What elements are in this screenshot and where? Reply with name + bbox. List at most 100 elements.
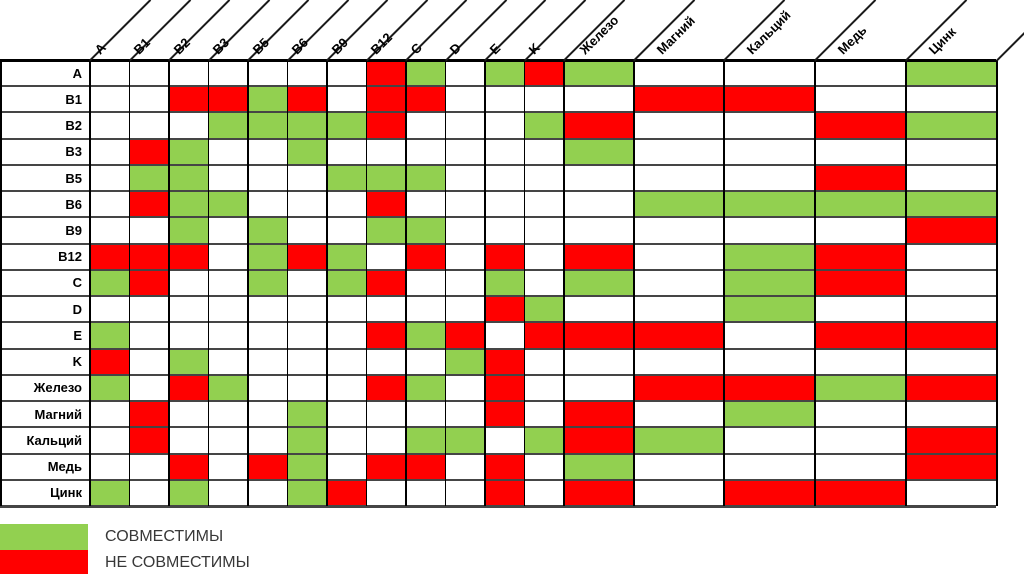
matrix-cell — [905, 479, 996, 506]
matrix-cell — [723, 296, 814, 323]
matrix-cell — [723, 112, 814, 139]
matrix-cell — [633, 348, 723, 375]
grid-line — [996, 60, 998, 506]
grid-line — [0, 478, 996, 481]
matrix-cell — [563, 479, 633, 506]
row-label: B3 — [65, 144, 82, 160]
matrix-cell — [905, 296, 996, 323]
matrix-cell — [89, 374, 129, 402]
matrix-cell — [286, 164, 326, 192]
matrix-cell — [326, 191, 366, 218]
matrix-cell — [484, 112, 524, 139]
matrix-cell — [814, 453, 905, 480]
matrix-cell — [286, 374, 326, 402]
header-diagonal-line — [996, 0, 1024, 62]
matrix-cell — [365, 60, 405, 87]
matrix-cell — [128, 374, 168, 402]
matrix-cell — [484, 479, 524, 506]
matrix-cell — [128, 453, 168, 480]
matrix-cell — [905, 217, 996, 244]
matrix-cell — [128, 112, 168, 139]
matrix-cell — [286, 217, 326, 244]
matrix-cell — [207, 322, 247, 349]
matrix-cell — [247, 86, 287, 113]
matrix-cell — [484, 217, 524, 244]
matrix-cell — [563, 427, 633, 454]
grid-line — [286, 60, 288, 506]
matrix-cell — [905, 322, 996, 349]
matrix-cell — [168, 322, 208, 349]
matrix-cell — [286, 191, 326, 218]
matrix-cell — [444, 453, 484, 480]
matrix-cell — [286, 138, 326, 165]
matrix-cell — [365, 164, 405, 192]
matrix-cell — [523, 269, 563, 297]
matrix-cell — [207, 401, 247, 428]
matrix-cell — [563, 401, 633, 428]
matrix-cell — [247, 479, 287, 506]
matrix-cell — [207, 374, 247, 402]
matrix-cell — [444, 479, 484, 506]
matrix-cell — [365, 243, 405, 270]
matrix-cell — [444, 427, 484, 454]
matrix-cell — [128, 269, 168, 297]
grid-line — [0, 137, 996, 140]
matrix-cell — [326, 164, 366, 192]
matrix-cell — [405, 243, 445, 270]
matrix-cell — [168, 243, 208, 270]
matrix-cell — [484, 296, 524, 323]
matrix-cell — [723, 86, 814, 113]
matrix-cell — [168, 401, 208, 428]
grid-line — [0, 452, 996, 455]
matrix-cell — [723, 243, 814, 270]
column-header-label: Медь — [834, 22, 870, 58]
row-label: D — [72, 301, 82, 317]
matrix-cell — [207, 479, 247, 506]
matrix-cell — [168, 112, 208, 139]
matrix-cell — [563, 322, 633, 349]
matrix-cell — [286, 453, 326, 480]
matrix-cell — [89, 348, 129, 375]
matrix-cell — [128, 217, 168, 244]
matrix-cell — [523, 243, 563, 270]
matrix-cell — [89, 453, 129, 480]
matrix-cell — [168, 348, 208, 375]
matrix-cell — [444, 401, 484, 428]
matrix-cell — [365, 296, 405, 323]
matrix-cell — [444, 243, 484, 270]
grid-line — [0, 505, 996, 508]
grid-line — [814, 60, 816, 506]
matrix-cell — [405, 374, 445, 402]
matrix-cell — [286, 479, 326, 506]
matrix-cell — [814, 401, 905, 428]
matrix-cell — [286, 243, 326, 270]
matrix-cell — [633, 112, 723, 139]
matrix-cell — [365, 86, 405, 113]
matrix-cell — [326, 322, 366, 349]
matrix-cell — [723, 348, 814, 375]
matrix-cell — [405, 296, 445, 323]
matrix-cell — [723, 401, 814, 428]
grid-line — [247, 60, 249, 506]
column-header-label: Железо — [576, 12, 622, 58]
matrix-cell — [484, 60, 524, 87]
matrix-cell — [89, 322, 129, 349]
matrix-cell — [523, 453, 563, 480]
matrix-cell — [814, 138, 905, 165]
grid-line — [326, 60, 328, 506]
matrix-cell — [905, 374, 996, 402]
matrix-cell — [247, 138, 287, 165]
row-label: B2 — [65, 118, 82, 134]
matrix-cell — [365, 453, 405, 480]
matrix-cell — [128, 86, 168, 113]
matrix-cell — [405, 112, 445, 139]
matrix-cell — [89, 427, 129, 454]
matrix-cell — [286, 86, 326, 113]
matrix-cell — [523, 164, 563, 192]
matrix-cell — [405, 348, 445, 375]
matrix-cell — [814, 348, 905, 375]
matrix-cell — [905, 191, 996, 218]
matrix-cell — [326, 348, 366, 375]
grid-line — [89, 60, 91, 506]
